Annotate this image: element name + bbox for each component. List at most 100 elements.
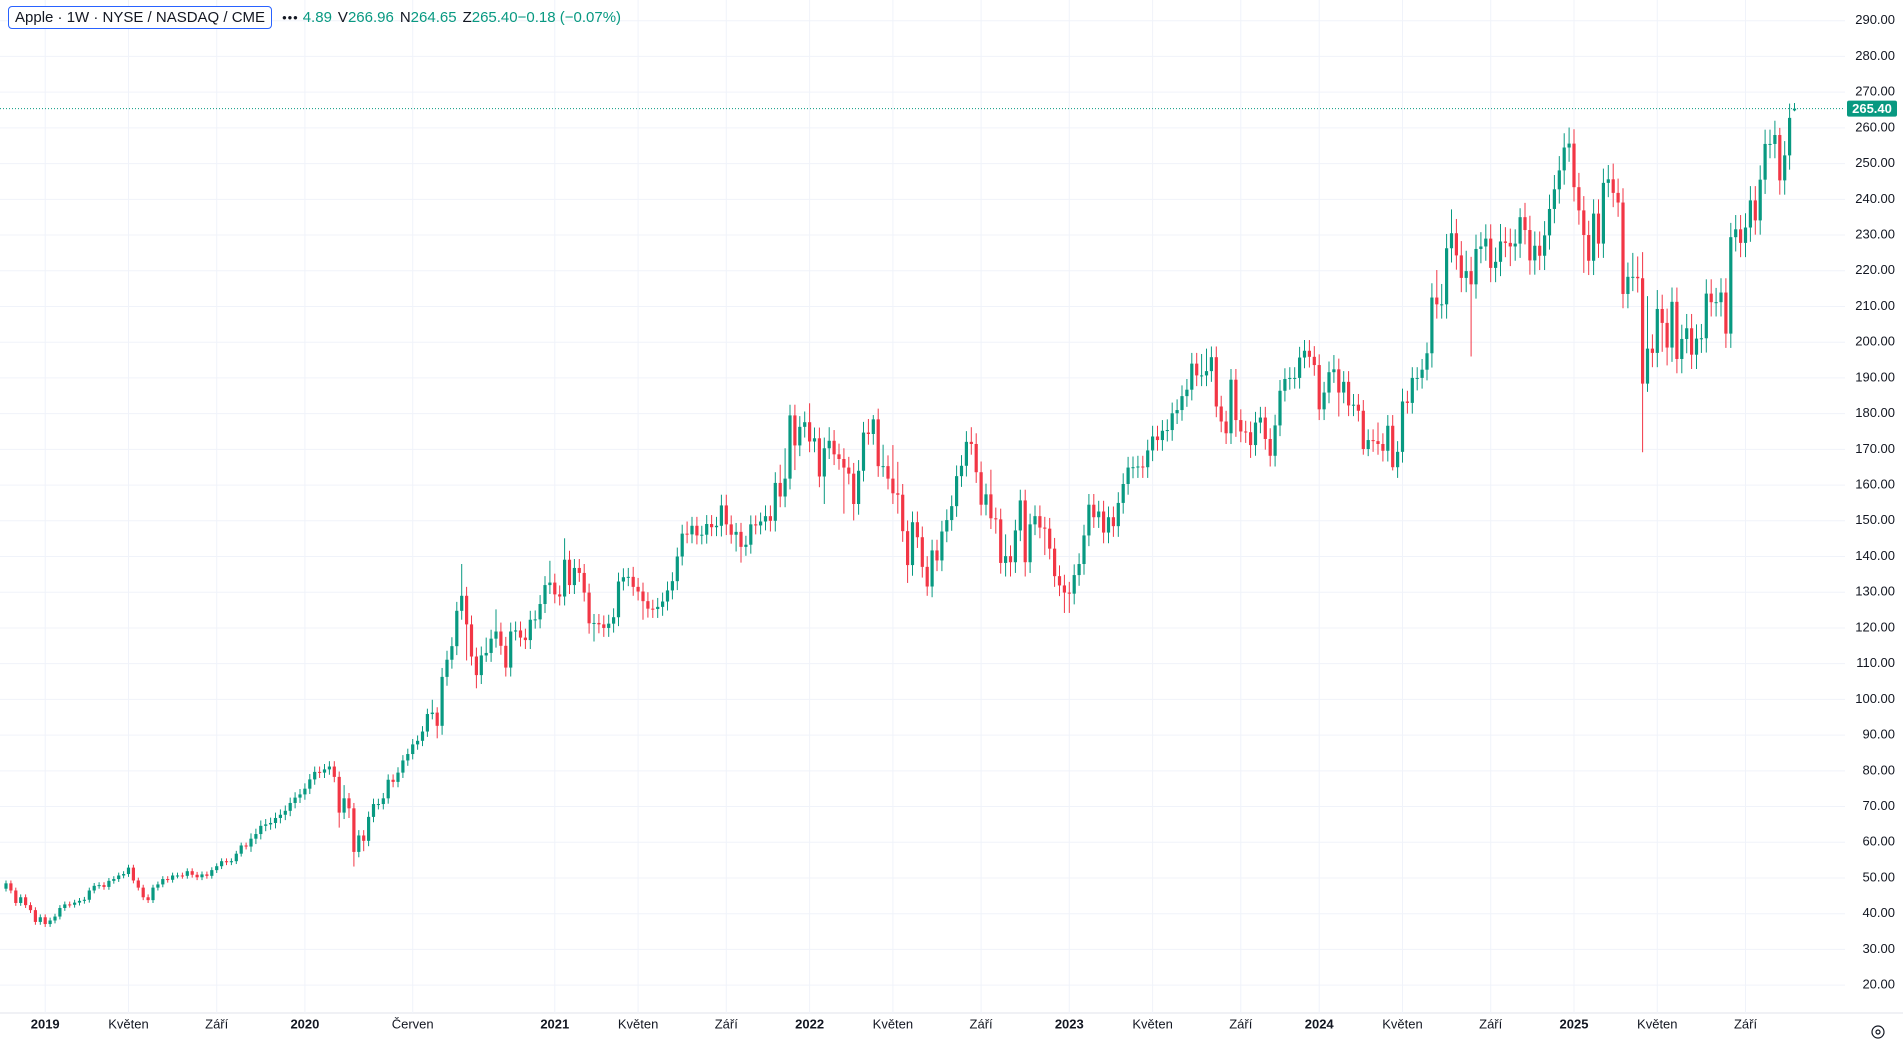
candle-body [1489,238,1493,268]
candle-body [1136,466,1140,468]
candle-body [1268,438,1272,456]
candle-body [1567,143,1571,148]
candle-body [1302,350,1307,358]
candle-body [675,556,679,582]
candle-body [376,804,380,806]
candle-body [871,419,875,434]
candle-body [1557,170,1561,190]
y-tick-label: 130.00 [1855,584,1895,599]
x-tick-label: Září [1479,1016,1503,1031]
candle-body [1361,410,1365,449]
symbol-title[interactable]: Apple · 1W · NYSE / NASDAQ / CME [8,6,273,29]
candle-body [538,604,542,620]
candle-body [416,740,420,745]
settings-icon[interactable] [1871,1025,1885,1039]
ohlc-item: V [337,9,348,26]
candle-body [783,478,787,497]
candle-body [484,652,488,656]
candle-body [1155,436,1160,441]
candle-body [283,810,287,815]
candle-body [1400,401,1405,452]
candle-body [249,838,253,847]
candle-body [1018,500,1022,531]
candle-body [533,619,537,621]
x-tick-label: Květen [1637,1016,1677,1031]
candle-body [759,521,763,526]
candle-body [607,623,611,628]
candle-body [347,798,351,809]
candle-body [435,712,439,726]
candle-body [1371,440,1375,442]
candle-body [97,885,101,887]
candle-body [278,814,282,818]
candle-body [577,567,581,573]
candle-body [558,594,562,597]
candle-body [200,874,204,878]
candle-body [1253,422,1258,446]
candle-body [1773,135,1777,144]
candle-body [1582,210,1586,236]
candle-body [1410,377,1414,403]
candle-body [808,422,812,442]
candle-body [641,591,645,602]
candle-body [1283,378,1287,391]
candle-body [886,466,890,479]
price-axis-bg [1845,0,1903,1049]
candle-body [175,875,180,877]
candle-body [1454,233,1458,256]
candle-body [646,601,650,609]
candle-body [215,866,219,871]
candle-body [19,897,23,903]
candle-body [729,524,733,535]
candle-body [1293,377,1297,379]
candle-body [1023,500,1027,563]
more-button[interactable]: ••• [282,10,299,25]
candle-body [293,797,297,803]
candle-body [264,824,268,826]
candle-body [1792,108,1797,111]
candle-body [695,525,699,536]
x-tick-label: 2023 [1055,1016,1084,1031]
candle-body [1699,338,1703,340]
candle-body [734,531,738,535]
candle-body [151,887,155,901]
candle-body [381,798,385,805]
candle-body [989,494,993,519]
candle-body [1219,406,1223,422]
candle-body [861,432,866,471]
candle-body [1626,276,1630,294]
candle-body [1543,235,1547,256]
x-tick-label: 2020 [290,1016,319,1031]
candle-body [1425,353,1429,370]
candle-body [1116,502,1120,527]
x-tick-label: Červen [392,1016,434,1031]
candle-body [430,712,434,715]
y-tick-label: 220.00 [1855,262,1895,277]
y-tick-label: 120.00 [1855,619,1895,634]
candle-body [661,601,665,607]
candle-body [1650,348,1654,353]
candle-body [1748,200,1752,228]
y-tick-label: 240.00 [1855,191,1895,206]
candle-body [117,875,121,880]
candle-body [1469,271,1473,285]
y-tick-label: 40.00 [1862,905,1895,920]
candle-body [1185,389,1189,397]
candle-body [1376,441,1380,444]
candle-body [827,440,831,449]
candle-body [945,520,949,532]
candle-body [1518,217,1522,244]
candle-body [244,845,248,847]
candle-body [1547,208,1552,236]
candle-body [1552,189,1556,209]
candle-body [1092,504,1096,518]
candle-body [1464,271,1468,278]
candle-body [514,630,518,632]
y-tick-label: 90.00 [1862,727,1895,742]
candle-body [1611,179,1615,193]
x-tick-label: 2024 [1305,1016,1335,1031]
ohlc-item: N [399,9,411,26]
candle-body [63,904,67,908]
candle-body [543,585,547,605]
candle-body [406,754,410,761]
